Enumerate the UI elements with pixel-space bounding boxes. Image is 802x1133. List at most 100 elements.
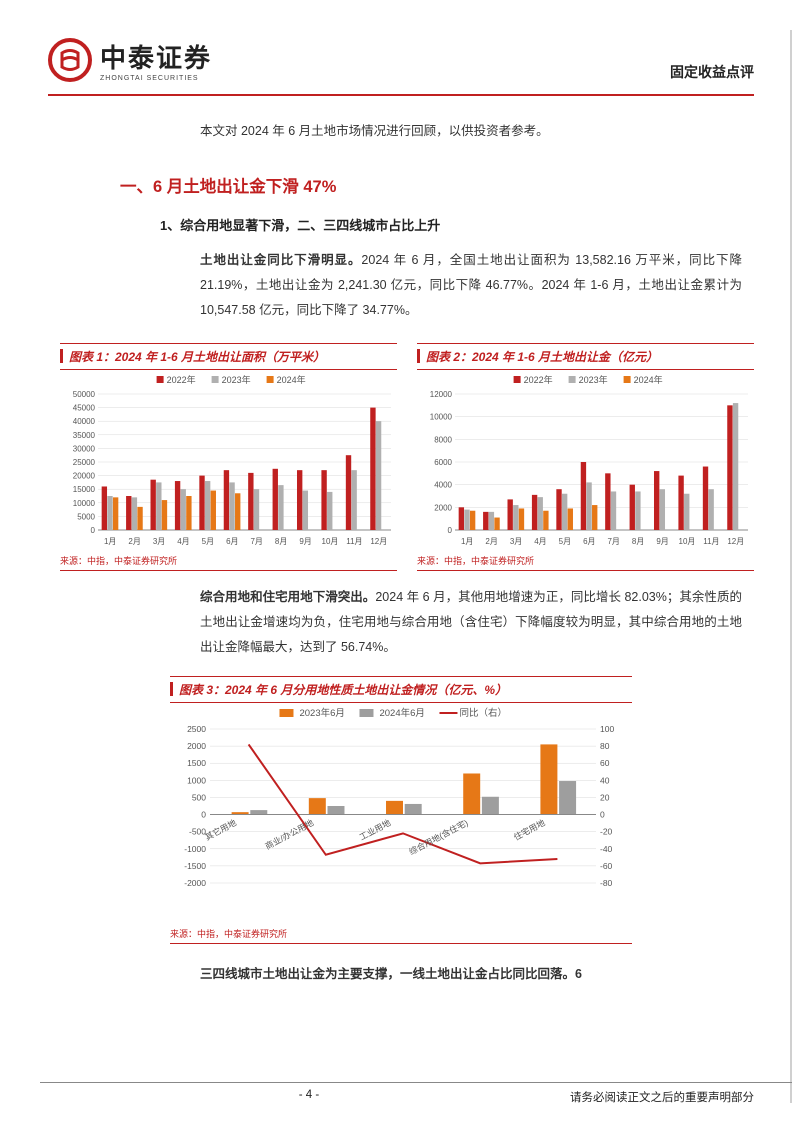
svg-text:2024年: 2024年 [277,374,306,385]
chart-2-container: 图表 2：2024 年 1-6 月土地出让金（亿元） 0200040006000… [417,343,754,571]
chart-3-title: 图表 3：2024 年 6 月分用地性质土地出让金情况（亿元、%） [179,681,507,698]
svg-text:0: 0 [201,809,206,819]
logo-icon [48,38,92,82]
svg-text:2000: 2000 [434,503,452,512]
footer-rule [40,1082,792,1083]
svg-text:11月: 11月 [346,537,362,546]
paragraph-1: 土地出让金同比下滑明显。2024 年 6 月，全国土地出让面积为 13,582.… [200,248,742,323]
svg-text:住宅用地: 住宅用地 [512,817,547,842]
svg-text:0: 0 [91,526,96,535]
svg-text:3月: 3月 [510,537,522,546]
svg-text:10月: 10月 [679,537,696,546]
para1-lead: 土地出让金同比下滑明显。 [200,253,361,267]
svg-text:2023年: 2023年 [222,374,251,385]
svg-text:-60: -60 [600,860,613,870]
title-accent-bar [60,349,63,363]
svg-text:8月: 8月 [632,537,644,546]
svg-text:-2000: -2000 [184,878,206,888]
svg-text:-1000: -1000 [184,843,206,853]
svg-text:50000: 50000 [73,390,96,399]
svg-text:2023年6月: 2023年6月 [299,707,344,719]
svg-text:-40: -40 [600,843,613,853]
svg-text:25000: 25000 [73,458,96,467]
svg-text:1000: 1000 [187,775,206,785]
svg-text:12000: 12000 [430,390,453,399]
svg-text:9月: 9月 [299,537,311,546]
section-heading: 一、6 月土地出让金下滑 47% [120,173,802,197]
svg-text:100: 100 [600,724,614,734]
svg-text:6月: 6月 [226,537,238,546]
logo-text-cn: 中泰证券 [100,43,212,73]
svg-text:2月: 2月 [128,537,140,546]
svg-text:同比（右）: 同比（右） [459,707,507,719]
para3-body: 三四线城市土地出让金为主要支撑，一线土地出让金占比同比回落。6 [200,967,582,981]
svg-text:-80: -80 [600,878,613,888]
svg-text:2500: 2500 [187,724,206,734]
page-footer: - 4 - 请务必阅读正文之后的重要声明部分 [48,1089,754,1105]
chart-2-source: 来源：中指，中泰证券研究所 [417,554,754,571]
svg-text:12月: 12月 [727,537,744,546]
svg-text:10000: 10000 [73,498,96,507]
svg-text:其它用地: 其它用地 [203,817,238,842]
svg-text:5000: 5000 [77,512,95,521]
para2-lead: 综合用地和住宅用地下滑突出。 [200,590,375,604]
paragraph-2: 综合用地和住宅用地下滑突出。2024 年 6 月，其他用地增速为正，同比增长 8… [200,585,742,660]
chart-2-svg: 0200040006000800010000120001月2月3月4月5月6月7… [417,370,754,550]
svg-text:商业/办公用地: 商业/办公用地 [263,817,315,851]
svg-text:500: 500 [192,792,206,802]
svg-text:2022年: 2022年 [167,374,196,385]
svg-text:1500: 1500 [187,758,206,768]
svg-text:4月: 4月 [534,537,546,546]
svg-text:4月: 4月 [177,537,189,546]
svg-text:5月: 5月 [559,537,571,546]
page-number: - 4 - [299,1089,319,1105]
header-divider [48,94,754,96]
svg-text:1月: 1月 [461,537,473,546]
svg-text:2023年: 2023年 [579,374,608,385]
chart-1-title: 图表 1：2024 年 1-6 月土地出让面积（万平米） [69,348,325,365]
svg-text:综合用地(含住宅): 综合用地(含住宅) [407,817,469,857]
chart-3-source: 来源：中指，中泰证券研究所 [170,927,632,944]
svg-text:2000: 2000 [187,741,206,751]
svg-text:0: 0 [600,809,605,819]
svg-text:11月: 11月 [703,537,719,546]
chart-2-title: 图表 2：2024 年 1-6 月土地出让金（亿元） [426,348,658,365]
chart-1-title-wrap: 图表 1：2024 年 1-6 月土地出让面积（万平米） [60,343,397,365]
page-vertical-rule [790,30,792,1103]
svg-text:40: 40 [600,775,610,785]
footer-disclaimer: 请务必阅读正文之后的重要声明部分 [570,1089,754,1105]
svg-text:-1500: -1500 [184,860,206,870]
svg-text:4000: 4000 [434,480,452,489]
title-accent-bar [170,682,173,696]
paragraph-3: 三四线城市土地出让金为主要支撑，一线土地出让金占比同比回落。6 [200,962,742,987]
chart-1-source: 来源：中指，中泰证券研究所 [60,554,397,571]
svg-text:-20: -20 [600,826,613,836]
svg-text:80: 80 [600,741,610,751]
chart-3-container: 图表 3：2024 年 6 月分用地性质土地出让金情况（亿元、%） -2000-… [170,676,632,944]
svg-text:8000: 8000 [434,435,452,444]
svg-text:30000: 30000 [73,444,96,453]
svg-text:2024年: 2024年 [634,374,663,385]
chart-3-svg: -2000-1500-1000-50005001000150020002500-… [170,703,632,923]
svg-text:1月: 1月 [104,537,116,546]
chart-1-svg: 0500010000150002000025000300003500040000… [60,370,397,550]
svg-text:7月: 7月 [250,537,262,546]
svg-text:40000: 40000 [73,417,96,426]
doc-category: 固定收益点评 [670,62,754,82]
intro-paragraph: 本文对 2024 年 6 月土地市场情况进行回顾，以供投资者参考。 [200,120,722,143]
svg-text:2月: 2月 [485,537,497,546]
svg-text:60: 60 [600,758,610,768]
svg-text:15000: 15000 [73,485,96,494]
svg-text:7月: 7月 [607,537,619,546]
page-header: 中泰证券 ZHONGTAI SECURITIES 固定收益点评 [0,0,802,90]
charts-row-1: 图表 1：2024 年 1-6 月土地出让面积（万平米） 0 5000 10000 1… [60,343,754,571]
sub-heading: 1、综合用地显著下滑，二、三四线城市占比上升 [160,215,802,234]
svg-text:20: 20 [600,792,610,802]
chart-3-title-wrap: 图表 3：2024 年 6 月分用地性质土地出让金情况（亿元、%） [170,676,632,698]
svg-text:2024年6月: 2024年6月 [379,707,424,719]
title-accent-bar [417,349,420,363]
svg-text:10000: 10000 [430,412,453,421]
svg-text:3月: 3月 [153,537,165,546]
svg-text:10月: 10月 [322,537,339,546]
svg-text:6月: 6月 [583,537,595,546]
